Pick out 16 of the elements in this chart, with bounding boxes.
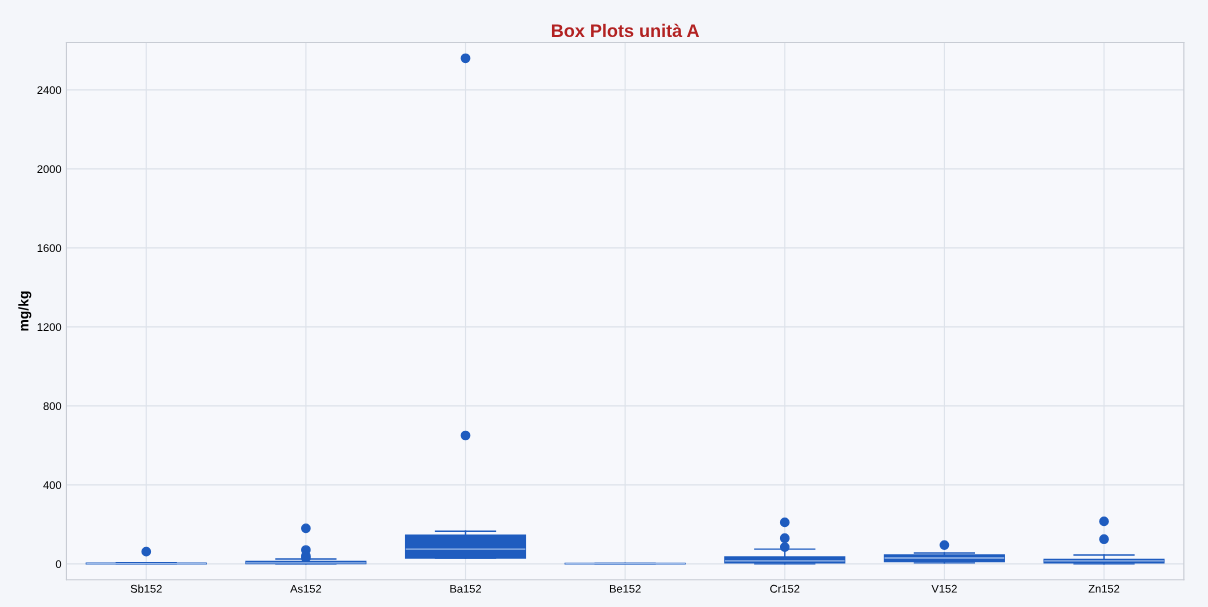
x-tick-label: Zn152 [1088, 584, 1120, 593]
chart-title: Box Plots unità A [551, 23, 700, 38]
y-axis-title: mg/kg [18, 291, 32, 331]
y-tick-label: 2400 [37, 86, 62, 95]
y-tick-label: 800 [43, 402, 62, 411]
y-tick-label: 0 [55, 560, 62, 569]
x-tick-label: As152 [290, 584, 322, 593]
x-tick-label: Cr152 [770, 584, 800, 593]
y-tick-label: 1600 [37, 244, 62, 253]
x-tick-label: Sb152 [130, 584, 162, 593]
y-tick-label: 400 [43, 481, 62, 490]
y-tick-label: 2000 [37, 165, 62, 174]
x-tick-label: Ba152 [450, 584, 482, 593]
y-tick-label: 1200 [37, 323, 62, 332]
x-tick-label: V152 [931, 584, 957, 593]
x-tick-label: Be152 [609, 584, 641, 593]
